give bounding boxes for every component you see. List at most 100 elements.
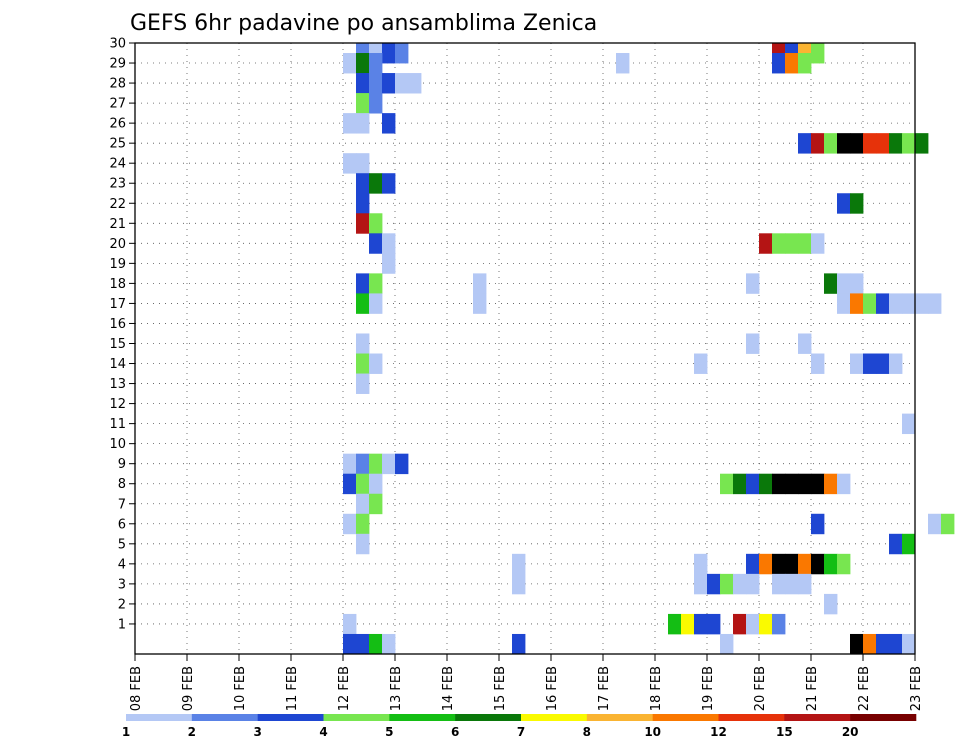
y-tick-label: 18	[109, 277, 126, 292]
data-cell	[356, 633, 370, 655]
data-cell	[395, 73, 409, 94]
data-cell	[369, 293, 383, 314]
data-cell	[759, 233, 773, 254]
x-tick-label: 18 FEB	[649, 666, 664, 711]
data-cell	[382, 453, 396, 475]
y-tick-label: 11	[109, 417, 126, 432]
data-cell	[733, 573, 747, 595]
data-cell	[837, 133, 851, 154]
data-cell	[369, 93, 383, 114]
data-cell	[356, 293, 370, 314]
data-cell	[382, 173, 396, 194]
data-cell	[343, 473, 357, 495]
legend-label: 8	[583, 725, 591, 739]
data-cell	[733, 613, 747, 635]
legend-swatch	[389, 714, 456, 721]
data-cell	[369, 633, 383, 655]
data-cell	[473, 273, 487, 294]
y-tick-label: 7	[118, 497, 126, 512]
data-cell	[902, 293, 916, 314]
y-tick-label: 21	[109, 217, 126, 232]
data-cell	[746, 573, 760, 595]
data-cell	[837, 553, 851, 575]
data-cell	[759, 613, 773, 635]
data-cell	[876, 353, 890, 374]
y-tick-label: 3	[118, 577, 126, 592]
data-cell	[395, 453, 409, 475]
data-cell	[343, 53, 357, 74]
data-cell	[512, 633, 526, 655]
data-cell	[785, 473, 799, 495]
y-tick-label: 19	[109, 257, 126, 272]
data-cell	[343, 613, 357, 635]
data-cell	[707, 613, 721, 635]
data-cell	[369, 493, 383, 515]
data-cell	[889, 293, 903, 314]
x-tick-label: 20 FEB	[753, 666, 768, 711]
data-cell	[824, 273, 838, 294]
data-cell	[356, 273, 370, 294]
data-cell	[850, 633, 864, 655]
legend-label: 6	[451, 725, 459, 739]
data-cell	[837, 293, 851, 314]
data-cell	[798, 233, 812, 254]
data-cell	[863, 353, 877, 374]
data-cell	[356, 153, 370, 174]
legend-swatch	[323, 714, 390, 721]
data-cell	[512, 553, 526, 575]
y-tick-label: 17	[109, 297, 126, 312]
data-cell	[369, 453, 383, 475]
data-cell	[356, 73, 370, 94]
data-cell	[798, 473, 812, 495]
x-tick-label: 15 FEB	[493, 666, 508, 711]
data-cell	[837, 273, 851, 294]
legend-swatch	[784, 714, 851, 721]
legend-label: 5	[385, 725, 393, 739]
data-cell	[824, 553, 838, 575]
data-cell	[785, 573, 799, 595]
data-cell	[694, 353, 708, 374]
data-cell	[798, 53, 812, 74]
data-cell	[356, 473, 370, 495]
data-cell	[889, 633, 903, 655]
data-cell	[863, 133, 877, 154]
data-cell	[395, 43, 409, 64]
data-cell	[902, 133, 916, 154]
data-cell	[876, 633, 890, 655]
data-cell	[798, 333, 812, 354]
data-cell	[694, 573, 708, 595]
data-cell	[473, 293, 487, 314]
legend-label: 2	[188, 725, 196, 739]
data-cell	[720, 633, 734, 655]
chart-title: GEFS 6hr padavine po ansamblima Zenica	[130, 11, 597, 36]
data-cell	[343, 513, 357, 535]
legend-label: 20	[842, 725, 859, 739]
data-cell	[889, 533, 903, 555]
data-cell	[902, 633, 916, 655]
data-cell	[369, 273, 383, 294]
y-tick-label: 13	[109, 377, 126, 392]
y-tick-label: 15	[109, 337, 126, 352]
data-cell	[811, 233, 825, 254]
legend-label: 4	[319, 725, 327, 739]
data-cell	[798, 133, 812, 154]
y-axis: 1234567891011121314151617181920212223242…	[109, 37, 135, 632]
legend-swatch	[586, 714, 653, 721]
data-cell	[837, 193, 851, 214]
data-cell	[850, 293, 864, 314]
legend-swatch	[126, 714, 193, 721]
x-tick-label: 12 FEB	[337, 666, 352, 711]
legend-swatch	[455, 714, 522, 721]
legend-label: 1	[122, 725, 130, 739]
y-tick-label: 28	[109, 77, 126, 92]
legend-swatch	[191, 714, 258, 721]
data-cell	[889, 353, 903, 374]
data-cell	[811, 133, 825, 154]
data-cell	[746, 273, 760, 294]
data-cell	[759, 553, 773, 575]
data-cell	[746, 473, 760, 495]
data-cell	[759, 473, 773, 495]
data-cell	[746, 613, 760, 635]
data-cell	[343, 633, 357, 655]
